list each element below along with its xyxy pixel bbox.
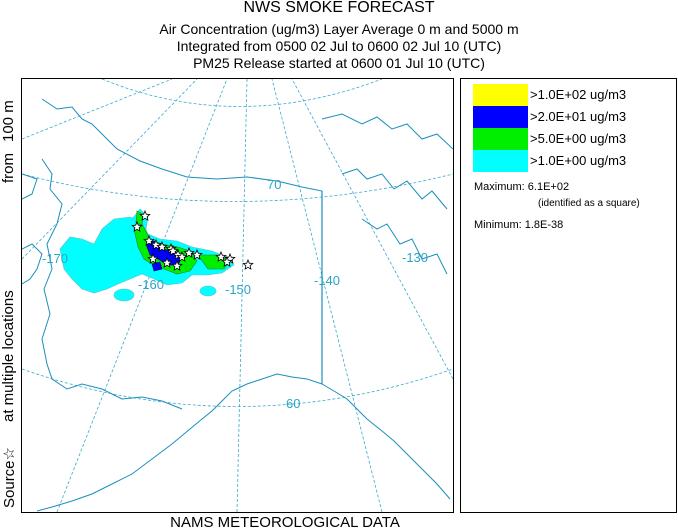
source-star-icon bbox=[191, 248, 203, 260]
smoke-high-concentration-2 bbox=[151, 261, 163, 272]
source-star-icon bbox=[150, 238, 162, 250]
source-star-icon bbox=[143, 234, 155, 246]
footer-meteorological-data: NAMS METEOROLOGICAL DATA bbox=[170, 514, 400, 531]
lon-label-m160: -160 bbox=[138, 277, 164, 292]
longitude-line-m180 bbox=[22, 79, 173, 140]
map-panel: 70 60 -170 -160 -150 -140 -130 bbox=[21, 78, 454, 513]
legend-swatch-yellow bbox=[473, 84, 528, 106]
latitude-line-60 bbox=[22, 368, 453, 407]
smoke-low-concentration-patch bbox=[199, 285, 217, 297]
map-title: NWS SMOKE FORECAST bbox=[243, 0, 435, 16]
lon-label-m130: -130 bbox=[402, 250, 428, 265]
subtitle-release: PM25 Release started at 0600 01 Jul 10 (… bbox=[193, 55, 485, 71]
legend-label-20: >2.0E+01 ug/m3 bbox=[530, 109, 627, 124]
source-star-icon bbox=[176, 250, 188, 262]
source-star-icon bbox=[147, 252, 159, 264]
side-label-locations: at multiple locations bbox=[0, 290, 17, 422]
source-markers bbox=[131, 209, 254, 271]
russia-coastline bbox=[22, 173, 43, 285]
longitude-line-m160 bbox=[56, 79, 228, 512]
source-star-icon bbox=[139, 209, 151, 221]
source-star-icon bbox=[215, 250, 227, 262]
legend-swatch-blue bbox=[473, 106, 528, 128]
side-label-from: from bbox=[0, 153, 17, 183]
legend-label-5: >5.0E+00 ug/m3 bbox=[530, 131, 627, 146]
source-star-icon bbox=[171, 259, 183, 271]
longitude-line-m170 bbox=[22, 79, 198, 260]
lon-label-m140: -140 bbox=[314, 273, 340, 288]
source-star-icon bbox=[242, 258, 254, 270]
legend-label-100: >1.0E+02 ug/m3 bbox=[530, 87, 627, 102]
longitude-line-m130 bbox=[291, 79, 453, 380]
longitude-line-m140 bbox=[271, 79, 383, 512]
legend-label-1: >1.0E+00 ug/m3 bbox=[530, 153, 627, 168]
source-star-icon bbox=[183, 246, 195, 258]
map-svg: 70 60 -170 -160 -150 -140 -130 bbox=[22, 79, 453, 512]
legend-minimum: Minimum: 1.8E-38 bbox=[474, 219, 564, 231]
source-star-icon bbox=[161, 256, 173, 268]
smoke-low-concentration-patch-2 bbox=[113, 288, 135, 302]
source-star-icon bbox=[221, 255, 233, 267]
alaska-coastline bbox=[36, 98, 451, 512]
source-star-icon bbox=[156, 240, 168, 252]
lon-label-m150: -150 bbox=[225, 282, 251, 297]
legend-maximum: Maximum: 6.1E+02 bbox=[474, 181, 570, 193]
longitude-line-m150 bbox=[236, 79, 248, 512]
legend-maximum-note: (identified as a square) bbox=[538, 198, 640, 209]
lon-label-m170: -170 bbox=[42, 251, 68, 266]
arctic-islands bbox=[321, 113, 453, 275]
legend-swatch-green bbox=[473, 128, 528, 150]
lat-label-60: 60 bbox=[286, 396, 300, 411]
subtitle-concentration: Air Concentration (ug/m3) Layer Average … bbox=[159, 21, 519, 37]
legend-swatch-cyan bbox=[473, 150, 528, 172]
side-label-source: Source☆ bbox=[1, 447, 18, 508]
lat-label-70: 70 bbox=[267, 177, 281, 192]
subtitle-integration: Integrated from 0500 02 Jul to 0600 02 J… bbox=[176, 38, 502, 54]
side-label-height: 100 m bbox=[0, 100, 17, 142]
latitude-line-70 bbox=[22, 173, 453, 202]
side-label-height-value: 100 m bbox=[0, 100, 17, 142]
source-star-icon bbox=[131, 220, 143, 232]
legend-panel: >1.0E+02 ug/m3 >2.0E+01 ug/m3 >5.0E+00 u… bbox=[460, 78, 677, 513]
latitude-line-80 bbox=[101, 79, 383, 107]
